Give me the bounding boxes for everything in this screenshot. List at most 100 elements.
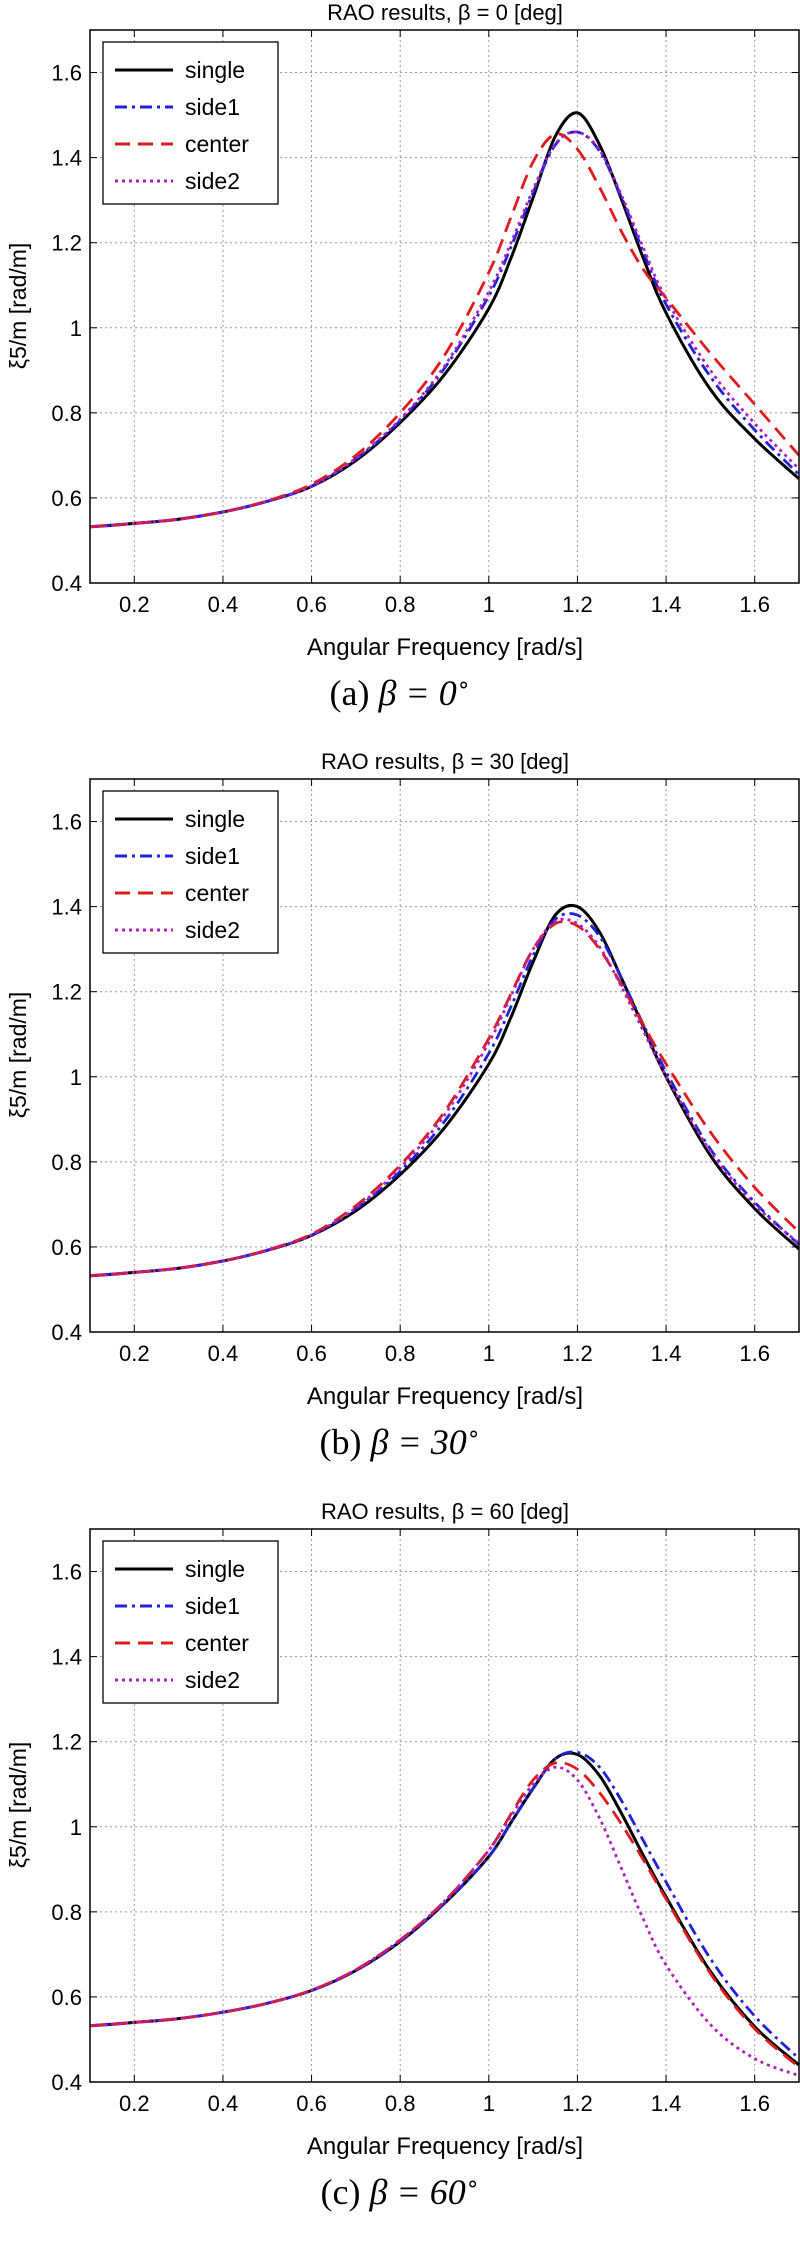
x-tick-label: 0.2 [119,592,150,617]
x-tick-label: 1 [483,592,495,617]
plot-frame [89,1528,800,2083]
y-tick-labels: 0.4 0.6 0.8 1 1.2 1.4 1.6 [51,810,82,1345]
caption-label: (c) [320,2172,361,2212]
x-tick-label: 0.4 [208,2091,239,2116]
series-line-center [89,920,800,1278]
legend-label-center: center [185,880,249,906]
y-axis-label: ξ5/m [rad/m] [5,243,31,370]
series-line-side2 [89,130,800,529]
y-axis-label: ξ5/m [rad/m] [5,992,31,1119]
x-tick-label: 0.8 [385,592,416,617]
y-tick-label: 0.4 [51,571,82,596]
chart-panel-beta-0: RAO results, β = 0 [deg] 0.2 0.4 0.6 0.8 1 1.… [0,0,800,749]
legend-label-single: single [185,1556,245,1582]
chart-panel-beta-30: RAO results, β = 30 [deg] 0.2 0.4 0.6 0.8 1 1… [0,749,800,1498]
x-axis-label: Angular Frequency [rad/s] [307,2133,583,2160]
chart-svg: RAO results, β = 30 [deg] 0.2 0.4 0.6 0.8 1 1… [5,749,800,1410]
x-tick-labels: 0.2 0.4 0.6 0.8 1 1.2 1.4 1.6 [119,1341,770,1366]
x-tick-label: 0.4 [208,1341,239,1366]
y-tick-label: 1.6 [51,61,82,86]
legend-label-side1: side1 [185,843,240,869]
legend-label-side2: side2 [185,917,240,943]
series-line-side2 [89,1765,800,2077]
figure-caption: (c) β = 60∘ [0,2171,800,2213]
x-tick-label: 0.2 [119,2091,150,2116]
legend-label-side1: side1 [185,94,240,120]
y-tick-label: 1.6 [51,810,82,835]
chart-title: RAO results, β = 60 [deg] [321,1499,569,1524]
legend: single side1 center side2 [102,1540,279,1704]
legend-label-side2: side2 [185,1667,240,1693]
x-tick-label: 0.6 [296,2091,327,2116]
x-tick-label: 1.6 [739,1341,770,1366]
legend-label-center: center [185,1630,249,1656]
x-tick-labels: 0.2 0.4 0.6 0.8 1 1.2 1.4 1.6 [119,2091,770,2116]
y-tick-label: 1 [70,1815,82,1840]
x-axis-label: Angular Frequency [rad/s] [307,1383,583,1410]
x-tick-label: 0.4 [208,592,239,617]
legend: single side1 center side2 [102,41,279,205]
x-tick-label: 1.2 [562,592,593,617]
caption-label: (a) [329,673,370,713]
y-tick-label: 1.4 [51,146,82,171]
x-tick-label: 1.6 [739,2091,770,2116]
figure-caption: (b) β = 30∘ [0,1421,800,1463]
series-lines [89,903,800,1278]
y-tick-label: 0.8 [51,1150,82,1175]
x-tick-label: 0.6 [296,1341,327,1366]
x-axis-label: Angular Frequency [rad/s] [307,634,583,661]
legend-label-side1: side1 [185,1593,240,1619]
legend-label-side2: side2 [185,168,240,194]
y-tick-label: 1.4 [51,1645,82,1670]
plot-frame [89,29,800,584]
y-tick-labels: 0.4 0.6 0.8 1 1.2 1.4 1.6 [51,61,82,596]
y-tick-label: 1.2 [51,1730,82,1755]
y-tick-label: 1 [70,316,82,341]
x-tick-label: 1.2 [562,2091,593,2116]
caption-unit: ∘ [465,2171,480,2196]
caption-math: β = 60 [369,2172,466,2212]
caption-label: (b) [319,1422,362,1462]
y-tick-label: 1.2 [51,980,82,1005]
x-tick-label: 1.4 [651,592,682,617]
y-tick-label: 0.4 [51,1320,82,1345]
chart-svg: RAO results, β = 60 [deg] 0.2 0.4 0.6 0.8 1 1… [5,1499,800,2160]
caption-math: β = 0 [378,673,457,713]
chart-title: RAO results, β = 30 [deg] [321,749,569,774]
y-tick-label: 0.8 [51,401,82,426]
x-tick-labels: 0.2 0.4 0.6 0.8 1 1.2 1.4 1.6 [119,592,770,617]
chart-title: RAO results, β = 0 [deg] [327,0,563,25]
caption-math: β = 30 [370,1422,467,1462]
plot-frame [89,778,800,1333]
chart-panel-beta-60: RAO results, β = 60 [deg] 0.2 0.4 0.6 0.8 1 1… [0,1499,800,2248]
x-tick-label: 1.6 [739,592,770,617]
legend: single side1 center side2 [102,790,279,954]
series-lines [89,1750,800,2077]
y-tick-label: 1.2 [51,231,82,256]
y-tick-label: 0.6 [51,1235,82,1260]
legend-label-single: single [185,806,245,832]
x-tick-label: 0.6 [296,592,327,617]
figure-caption: (a) β = 0∘ [0,672,800,714]
y-tick-label: 0.6 [51,1985,82,2010]
y-tick-labels: 0.4 0.6 0.8 1 1.2 1.4 1.6 [51,1560,82,2095]
y-tick-label: 0.6 [51,486,82,511]
series-line-center [89,132,800,529]
y-tick-label: 1 [70,1065,82,1090]
x-tick-label: 1.4 [651,2091,682,2116]
legend-label-center: center [185,131,249,157]
x-tick-label: 1.4 [651,1341,682,1366]
x-tick-label: 0.8 [385,1341,416,1366]
caption-unit: ∘ [456,672,471,697]
y-tick-label: 0.4 [51,2070,82,2095]
x-tick-label: 1 [483,1341,495,1366]
y-tick-label: 1.6 [51,1560,82,1585]
series-line-center [89,1761,800,2069]
series-lines [89,111,800,529]
x-tick-label: 0.8 [385,2091,416,2116]
y-tick-label: 0.8 [51,1900,82,1925]
x-tick-label: 0.2 [119,1341,150,1366]
x-tick-label: 1.2 [562,1341,593,1366]
caption-unit: ∘ [466,1421,481,1446]
chart-svg: RAO results, β = 0 [deg] 0.2 0.4 0.6 0.8 1 1.… [5,0,800,661]
